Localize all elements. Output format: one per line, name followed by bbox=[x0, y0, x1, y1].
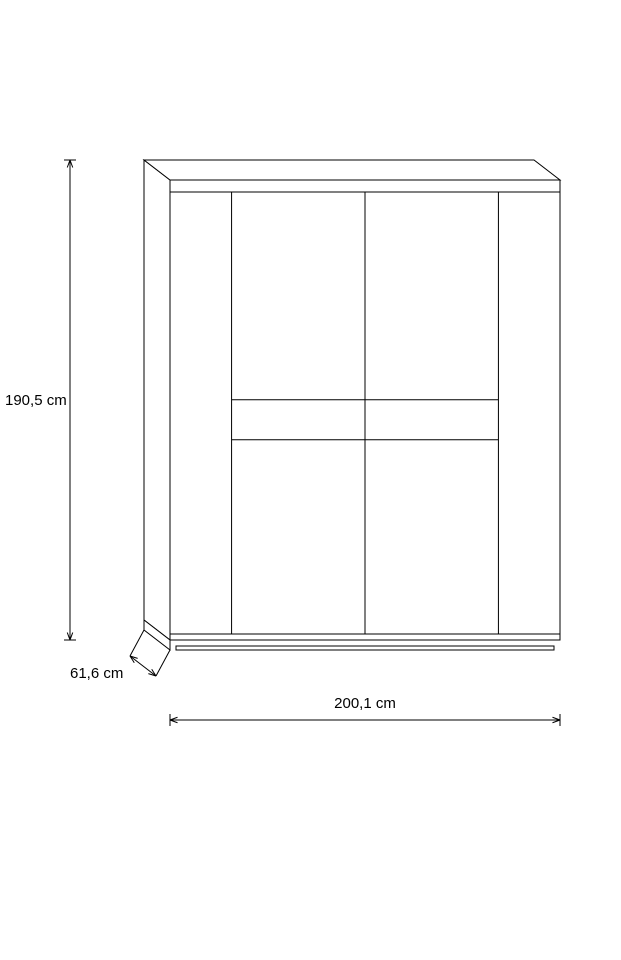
wardrobe-top-face bbox=[144, 160, 560, 180]
wardrobe-dimension-diagram: 190,5 cm 200,1 cm 61,6 cm bbox=[0, 0, 621, 960]
dim-width-label: 200,1 cm bbox=[334, 695, 396, 712]
wardrobe-plinth bbox=[176, 646, 554, 650]
dim-depth-label: 61,6 cm bbox=[70, 665, 123, 682]
dim-height-label: 190,5 cm bbox=[5, 392, 67, 409]
wardrobe-side-face bbox=[144, 160, 170, 640]
